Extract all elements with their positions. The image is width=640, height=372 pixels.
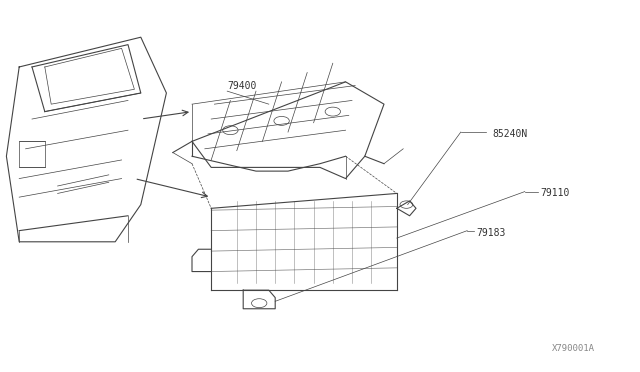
Text: 85240N: 85240N xyxy=(493,129,528,139)
Text: 79183: 79183 xyxy=(477,228,506,237)
Text: X790001A: X790001A xyxy=(552,344,595,353)
Text: 79110: 79110 xyxy=(541,189,570,198)
Text: 79400: 79400 xyxy=(227,81,257,91)
Bar xyxy=(19,141,45,167)
